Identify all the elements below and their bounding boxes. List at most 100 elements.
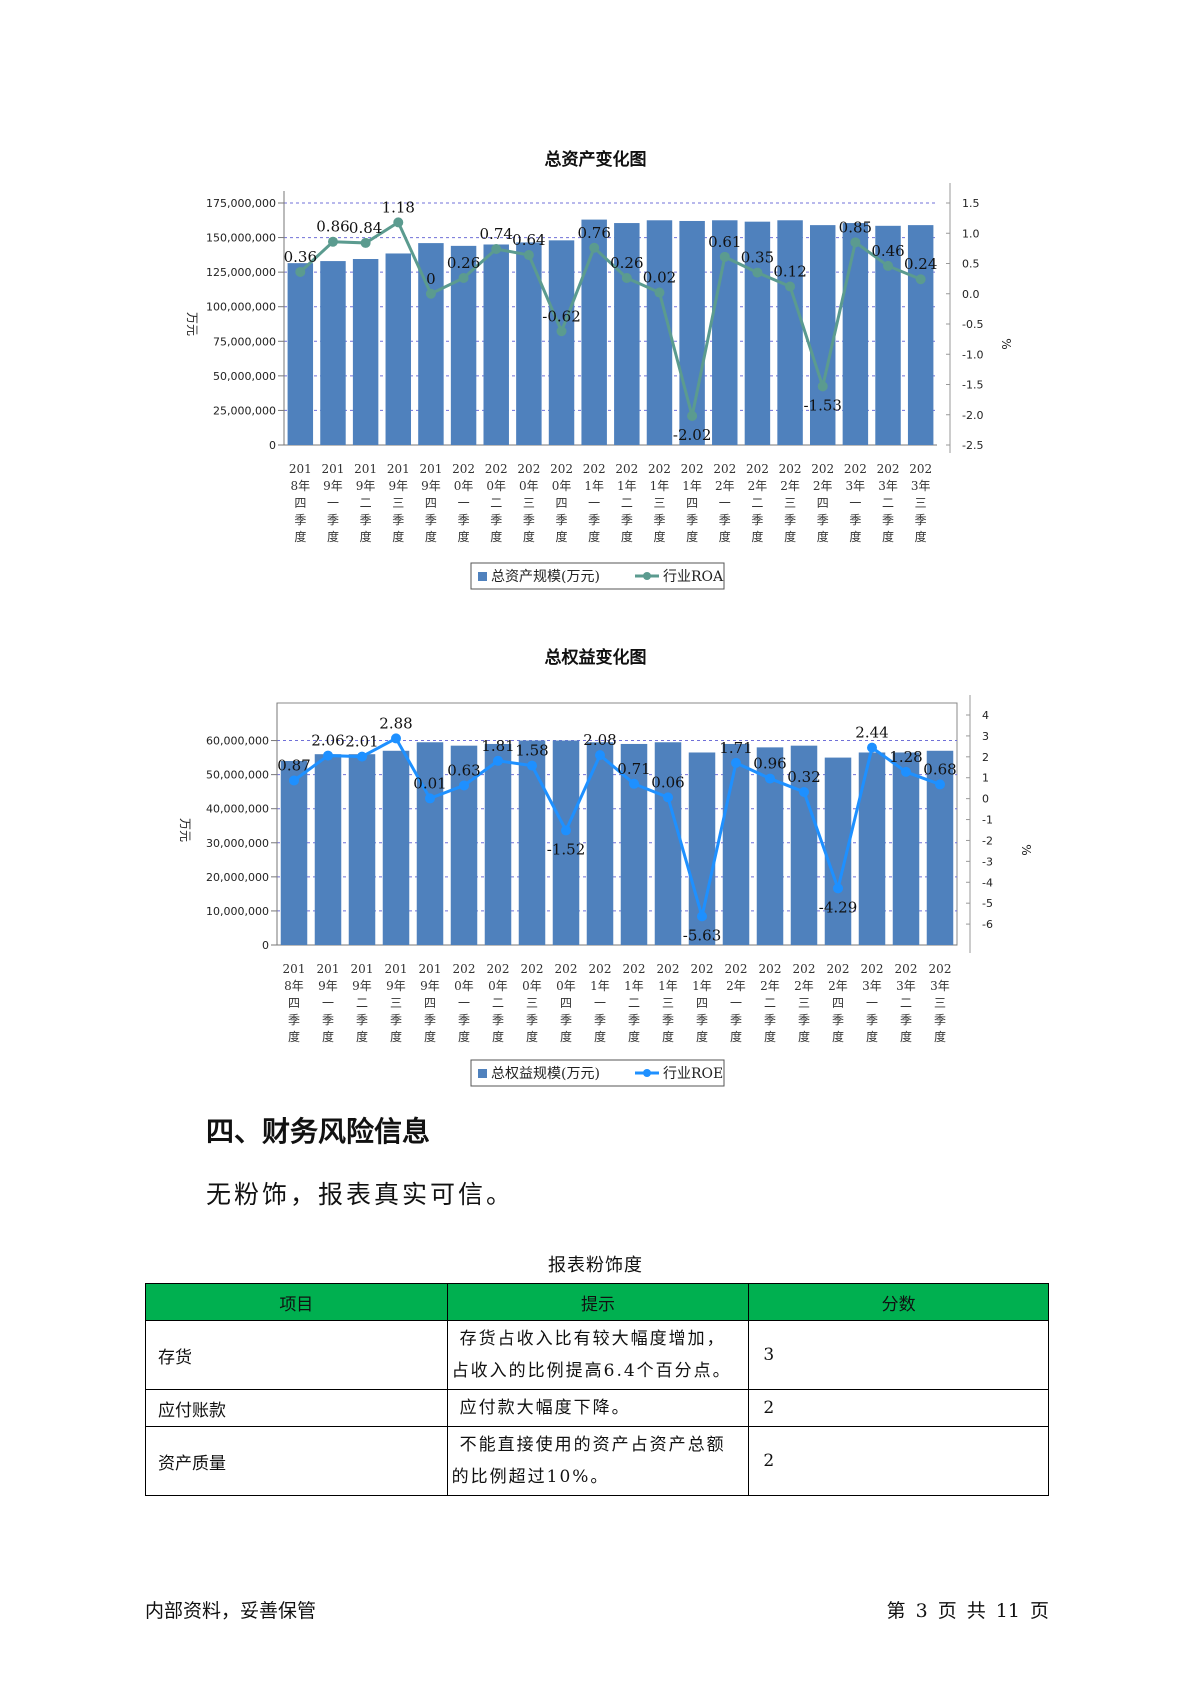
data-label: 0.35 <box>741 249 774 267</box>
legend-label-line: 行业ROE <box>663 1066 723 1082</box>
line-point <box>765 773 775 784</box>
header-score: 分数 <box>748 1283 1049 1321</box>
row-hint: 不能直接使用的资产占资产总额的比例超过10%。 <box>446 1426 750 1496</box>
y2-tick-label: 0.0 <box>962 288 980 301</box>
bar <box>722 743 750 945</box>
x-tick-label: 202 1年一季度 <box>589 962 612 1044</box>
data-label: -2.02 <box>673 426 711 444</box>
bar <box>581 219 607 445</box>
line-point <box>850 237 861 248</box>
line-point <box>289 775 299 786</box>
series-line <box>293 736 941 917</box>
bar <box>280 761 308 945</box>
line-point <box>915 274 926 285</box>
y2-axis-label: % <box>1019 844 1033 855</box>
bar <box>646 220 673 445</box>
data-label: 2.44 <box>855 724 888 742</box>
row-score: 2 <box>748 1426 1049 1496</box>
x-tick-label: 201 9年一季度 <box>317 962 340 1044</box>
x-tick-label: 202 2年三季度 <box>793 962 816 1044</box>
y-tick-label: 125,000,000 <box>206 266 276 279</box>
bar <box>679 220 705 445</box>
table-header-row: 项目 提示 分数 <box>145 1283 1049 1321</box>
line-point <box>561 825 571 836</box>
line-point <box>833 883 843 894</box>
line-point <box>458 273 469 284</box>
data-label: 0.36 <box>284 248 317 266</box>
y-tick-label: 60,000,000 <box>206 735 269 748</box>
x-tick-label: 202 1年四季度 <box>691 962 714 1044</box>
bar <box>744 221 771 445</box>
bar <box>842 223 869 445</box>
data-label: 2.88 <box>379 714 412 732</box>
bar <box>352 259 379 445</box>
x-tick-label: 201 8年四季度 <box>283 962 306 1044</box>
y-tick-label: 25,000,000 <box>213 404 276 417</box>
legend-label-bar: 总资产规模(万元) <box>491 569 600 585</box>
x-tick-label: 202 3年二季度 <box>895 962 918 1044</box>
line-point <box>663 792 673 803</box>
x-tick-label: 202 1年二季度 <box>623 962 646 1044</box>
data-label: 0.06 <box>651 773 684 791</box>
data-label: 0.12 <box>773 262 806 280</box>
row-hint: 应付款大幅度下降。 <box>446 1389 750 1427</box>
data-label: 1.58 <box>515 742 548 760</box>
legend-swatch-bar <box>478 572 487 581</box>
legend-box <box>470 562 725 590</box>
legend-box <box>470 1059 725 1087</box>
line-point <box>654 287 665 298</box>
line-point <box>357 751 367 762</box>
x-tick-label: 202 2年二季度 <box>746 462 769 544</box>
row-score: 2 <box>748 1389 1049 1427</box>
y-tick-label: 175,000,000 <box>206 197 276 210</box>
x-tick-label: 202 1年三季度 <box>648 462 671 544</box>
x-tick-label: 202 0年二季度 <box>485 462 508 544</box>
legend-swatch-bar <box>478 1069 487 1078</box>
line-point <box>752 267 763 278</box>
y2-tick-label: 4 <box>982 709 989 722</box>
x-tick-label: 202 2年一季度 <box>713 462 736 544</box>
x-tick-label: 201 8年四季度 <box>289 462 312 544</box>
line-point <box>556 326 567 337</box>
bar <box>314 754 342 945</box>
line-point <box>327 236 338 247</box>
data-label: 0.26 <box>610 254 643 272</box>
window-dressing-table: 项目 提示 分数 存货 存货占收入比有较大幅度增加，占收入的比例提高6.4个百分… <box>145 1283 1049 1496</box>
x-tick-label: 202 1年四季度 <box>681 462 704 544</box>
bar <box>287 263 314 445</box>
line-point <box>621 273 632 284</box>
legend-label-bar: 总权益规模(万元) <box>491 1066 600 1082</box>
x-tick-label: 201 9年二季度 <box>351 962 374 1044</box>
x-tick-label: 202 0年二季度 <box>487 962 510 1044</box>
data-label: 0.02 <box>643 269 676 287</box>
y-tick-label: 100,000,000 <box>206 301 276 314</box>
x-tick-label: 202 2年一季度 <box>725 962 748 1044</box>
x-tick-label: 202 3年一季度 <box>861 962 884 1044</box>
bar <box>320 261 346 445</box>
bar <box>483 244 509 445</box>
line-point <box>391 733 401 744</box>
y2-tick-label: -1.0 <box>962 348 983 361</box>
x-tick-label: 201 9年四季度 <box>419 962 442 1044</box>
footer-page-number: 第 3 页 共 11 页 <box>886 1600 1049 1622</box>
data-label: 0.46 <box>871 242 904 260</box>
bar <box>809 225 836 445</box>
data-label: 1.28 <box>889 748 922 766</box>
legend-swatch-point <box>643 1069 651 1077</box>
y-tick-label: 40,000,000 <box>206 803 269 816</box>
bar <box>416 742 444 945</box>
y-tick-label: 0 <box>269 439 276 452</box>
bar <box>777 220 803 445</box>
y2-tick-label: -0.5 <box>962 318 983 331</box>
x-tick-label: 202 0年四季度 <box>550 462 573 544</box>
bar <box>348 754 376 945</box>
line-point <box>785 281 796 292</box>
table-row: 存货 存货占收入比有较大幅度增加，占收入的比例提高6.4个百分点。 3 <box>145 1320 1049 1390</box>
data-label: 0.64 <box>512 231 545 249</box>
x-tick-label: 202 3年一季度 <box>844 462 867 544</box>
line-point <box>817 381 828 392</box>
line-point <box>295 266 306 277</box>
data-label: -0.62 <box>542 307 580 325</box>
legend-label-line: 行业ROA <box>663 569 724 585</box>
section-text: 无粉饰，报表真实可信。 <box>206 1180 515 1209</box>
